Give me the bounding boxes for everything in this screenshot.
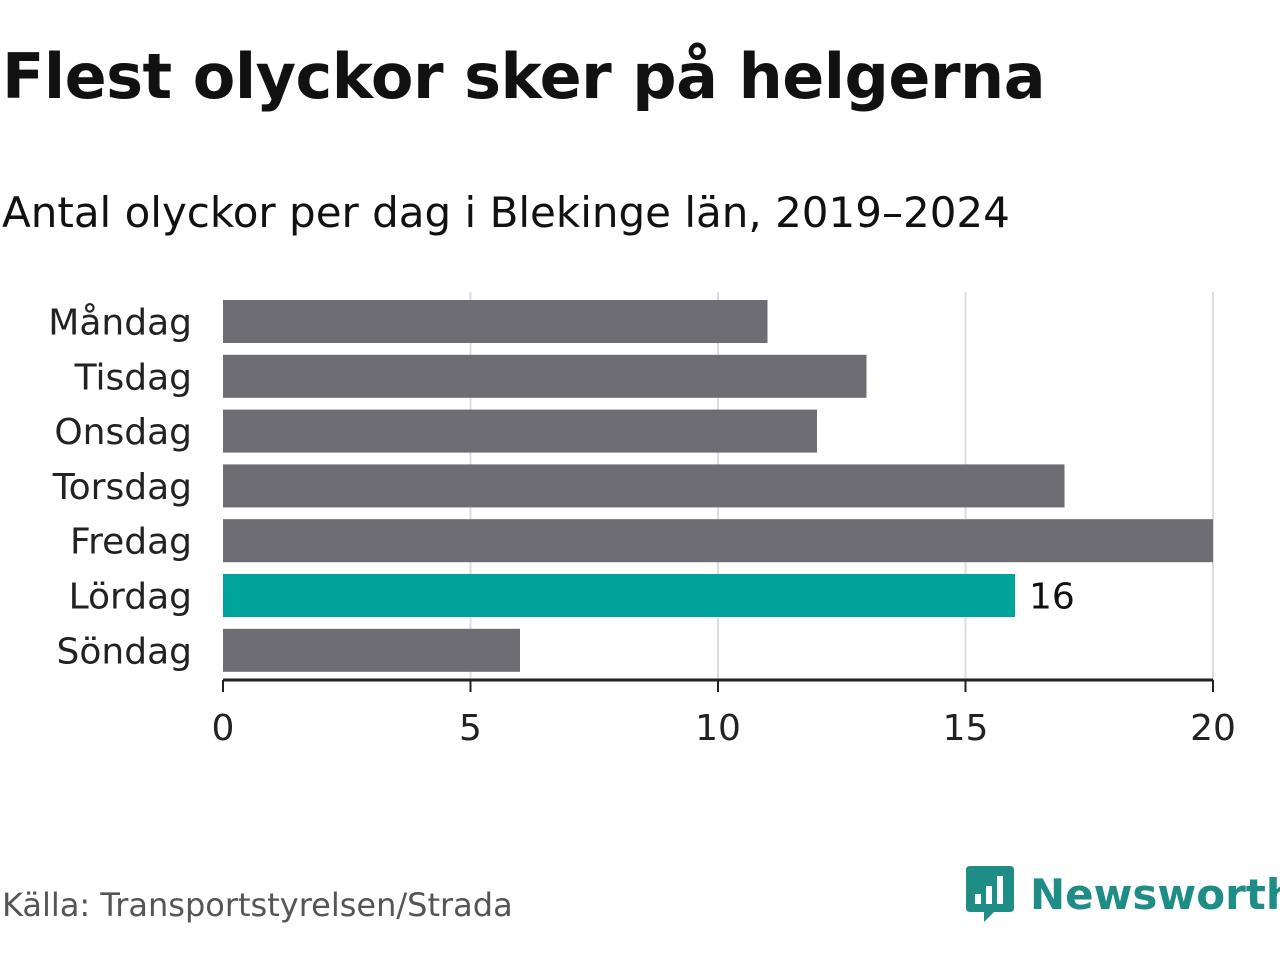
bar <box>223 354 867 398</box>
x-tick-label: 5 <box>459 708 482 749</box>
bar <box>223 409 817 453</box>
category-label: Tisdag <box>74 357 192 398</box>
brand-logo: Newsworthy <box>964 864 1280 924</box>
x-tick-label: 0 <box>212 708 235 749</box>
x-tick-label: 10 <box>695 708 741 749</box>
bar <box>223 464 1065 508</box>
chart-subtitle: Antal olyckor per dag i Blekinge län, 20… <box>2 188 1010 237</box>
x-tick-label: 20 <box>1190 708 1236 749</box>
x-tick-label: 15 <box>943 708 989 749</box>
brand-name: Newsworthy <box>1030 869 1280 919</box>
newsworthy-logo-icon <box>966 866 1014 922</box>
bar <box>223 574 1015 617</box>
category-label: Onsdag <box>54 412 192 453</box>
category-label: Fredag <box>70 522 192 563</box>
bar <box>223 628 520 672</box>
category-label: Lördag <box>69 577 192 618</box>
bar <box>223 300 768 343</box>
category-label: Söndag <box>57 631 192 672</box>
category-label: Torsdag <box>52 467 192 508</box>
category-label: Måndag <box>48 303 192 344</box>
chart-title: Flest olyckor sker på helgerna <box>2 40 1046 113</box>
data-label: 16 <box>1029 577 1075 618</box>
bar <box>223 519 1213 563</box>
bar-chart: Måndag Tisdag Onsdag Torsdag Fredag Lördag Sön… <box>48 292 1236 749</box>
source-note: Källa: Transportstyrelsen/Strada <box>2 886 513 924</box>
